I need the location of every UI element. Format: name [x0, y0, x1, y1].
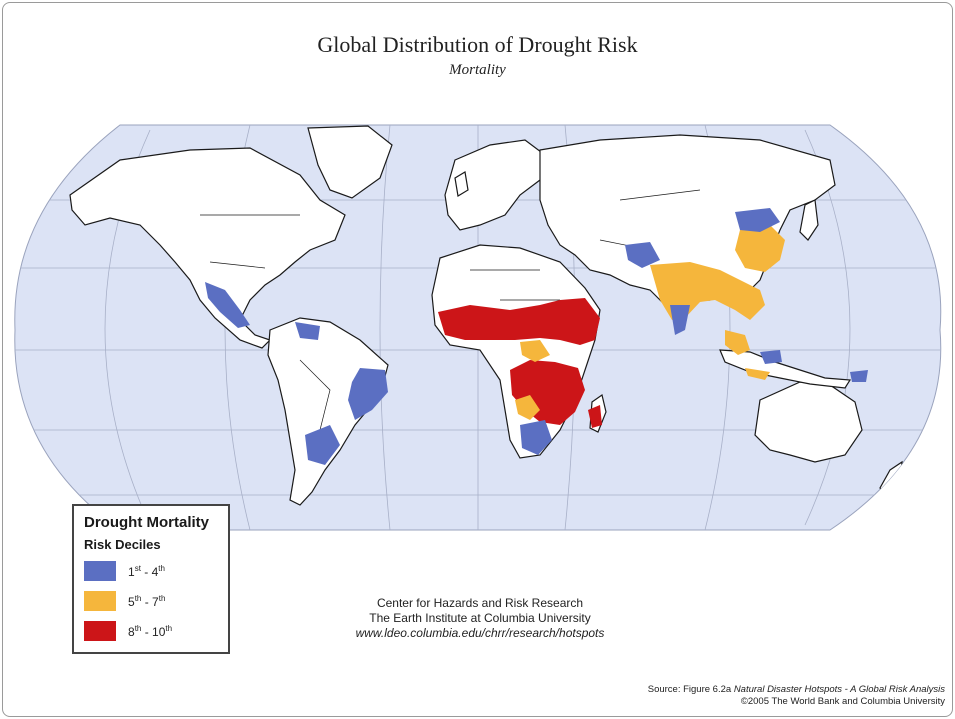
- copyright-line: ©2005 The World Bank and Columbia Univer…: [740, 696, 945, 707]
- map-title: Global Distribution of Drought Risk: [317, 32, 638, 57]
- legend-row-low: 1st - 4th: [84, 560, 218, 582]
- legend-label-medium: 5th - 7th: [128, 593, 166, 609]
- europe: [444, 139, 546, 231]
- risk-low: [205, 208, 868, 465]
- map-subtitle: Mortality: [449, 62, 506, 78]
- legend-swatch-low: [84, 561, 116, 581]
- credit-line-1: Center for Hazards and Risk Research: [376, 596, 584, 610]
- japan: [799, 199, 819, 241]
- legend-label-high: 8th - 10th: [128, 623, 173, 639]
- legend-row-high: 8th - 10th: [84, 620, 218, 642]
- credit-line-2: The Earth Institute at Columbia Universi…: [369, 611, 591, 625]
- legend-subtitle: Risk Deciles: [84, 537, 161, 552]
- credit-url: www.ldeo.columbia.edu/chrr/research/hots…: [355, 626, 605, 640]
- source-line: Source: Figure 6.2a Natural Disaster Hot…: [647, 684, 945, 695]
- source-note: Source: Figure 6.2a Natural Disaster Hot…: [648, 684, 945, 708]
- risk-high: [438, 298, 602, 428]
- credit-block: Center for Hazards and Risk Research The…: [310, 596, 650, 641]
- legend-swatch-medium: [84, 591, 116, 611]
- legend-row-medium: 5th - 7th: [84, 590, 218, 612]
- uk: [454, 171, 469, 197]
- landmasses: [69, 125, 903, 506]
- map-legend: Drought Mortality Risk Deciles 1st - 4th…: [72, 504, 230, 654]
- legend-swatch-high: [84, 621, 116, 641]
- greenland: [307, 125, 393, 199]
- legend-label-low: 1st - 4th: [128, 563, 165, 579]
- north-america: [69, 147, 346, 349]
- legend-title: Drought Mortality: [84, 514, 209, 531]
- south-america: [267, 317, 389, 506]
